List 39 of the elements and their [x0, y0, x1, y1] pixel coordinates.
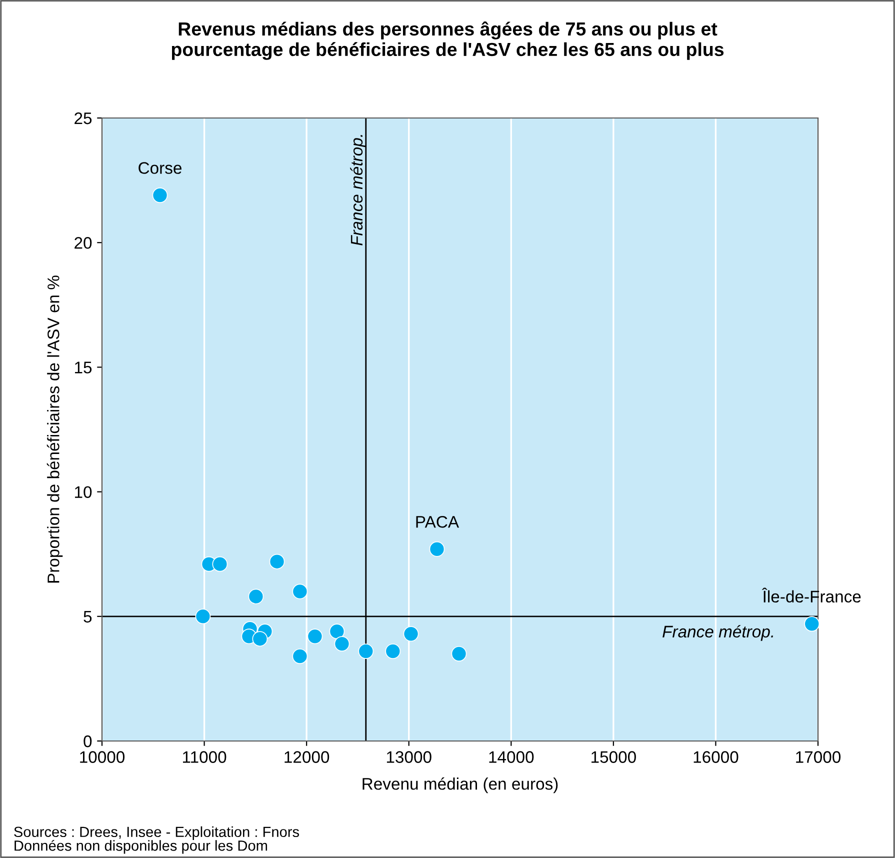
- point: [292, 648, 308, 664]
- point: [429, 541, 445, 557]
- x-tick-label: 15000: [592, 751, 636, 763]
- y-tick-label: 5: [84, 610, 92, 623]
- x-axis-title: Revenu médian (en euros): [362, 777, 558, 794]
- source-note: Sources : Drees, Insee - Exploitation : Fnors Données non disponibles pour les Dom: [14, 826, 300, 854]
- x-tick-label: 13000: [386, 751, 432, 763]
- point: [403, 626, 419, 642]
- annotation: Corse: [138, 162, 182, 174]
- point: [248, 588, 264, 604]
- x-tick-label: 17000: [796, 751, 841, 763]
- x-tick-label: 11000: [183, 751, 226, 763]
- x-tick-label: 14000: [489, 751, 534, 763]
- point: [269, 554, 285, 570]
- point: [195, 608, 211, 624]
- y-tick-label: 15: [75, 362, 92, 374]
- y-tick-label: 10: [75, 486, 92, 498]
- ref-line-label: France métrop.: [350, 134, 366, 246]
- x-tick-label: 16000: [694, 751, 738, 763]
- chart-title: Revenus médians des personnes âgées de 75 ans ou plus et pourcentage de bénéficiaires de l'ASV chez les 65 ans ou plus: [172, 21, 724, 60]
- point: [804, 616, 820, 632]
- point: [307, 628, 323, 644]
- point: [152, 188, 168, 203]
- point: [358, 644, 374, 659]
- x-tick-label: 12000: [284, 751, 330, 763]
- ref-line-label: France métrop.: [662, 625, 774, 641]
- y-tick-label: 20: [74, 237, 92, 249]
- point: [212, 556, 228, 572]
- point: [329, 624, 345, 640]
- point: [385, 644, 401, 659]
- y-tick-label: 0: [84, 735, 92, 748]
- point: [252, 631, 268, 647]
- y-tick-label: 25: [74, 112, 92, 124]
- x-tick-label: 10000: [80, 751, 125, 763]
- y-axis-title: Proportion de bénéficiaires de l'ASV en %: [46, 276, 63, 583]
- point: [451, 646, 467, 662]
- point: [334, 636, 350, 652]
- annotation: PACA: [416, 516, 460, 528]
- point: [292, 584, 308, 600]
